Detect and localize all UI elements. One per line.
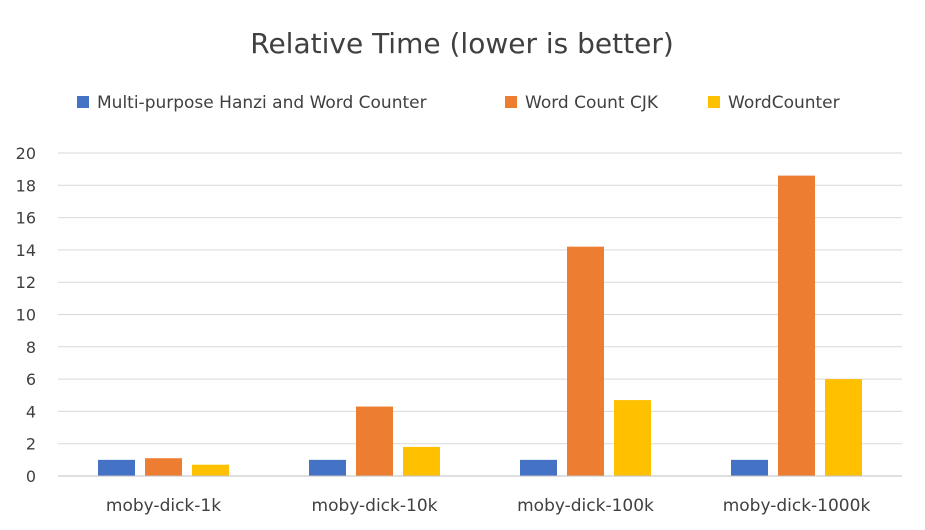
legend: Multi-purpose Hanzi and Word Counter Word… bbox=[77, 93, 840, 113]
legend-label: Word Count CJK bbox=[525, 93, 659, 113]
y-tick-label: 10 bbox=[16, 306, 36, 325]
y-tick-label: 12 bbox=[16, 273, 36, 292]
bars bbox=[98, 175, 862, 477]
legend-swatch bbox=[77, 96, 89, 108]
bar-1-moby-dick-1000k bbox=[731, 459, 768, 476]
legend-label: Multi-purpose Hanzi and Word Counter bbox=[97, 93, 427, 113]
y-tick-label: 18 bbox=[16, 176, 36, 195]
gridlines bbox=[58, 152, 902, 445]
y-tick-label: 20 bbox=[16, 144, 36, 163]
x-category-label: moby-dick-1000k bbox=[723, 496, 871, 516]
chart-title: Relative Time (lower is better) bbox=[250, 27, 674, 60]
y-tick-label: 16 bbox=[16, 209, 36, 228]
y-tick-label: 14 bbox=[16, 241, 36, 260]
y-tick-label: 6 bbox=[26, 370, 36, 389]
x-category-label: moby-dick-1k bbox=[106, 496, 221, 516]
y-tick-label: 2 bbox=[26, 435, 36, 454]
y-tick-label: 0 bbox=[26, 467, 36, 486]
bar-3-moby-dick-100k bbox=[614, 400, 651, 476]
bar-1-moby-dick-100k bbox=[520, 459, 557, 476]
bar-2-moby-dick-100k bbox=[567, 246, 604, 476]
bar-1-moby-dick-10k bbox=[309, 459, 346, 476]
bar-3-moby-dick-1k bbox=[192, 464, 229, 476]
legend-swatch bbox=[505, 96, 517, 108]
bar-1-moby-dick-1k bbox=[98, 459, 135, 476]
bar-2-moby-dick-1000k bbox=[778, 175, 815, 477]
legend-swatch bbox=[708, 96, 720, 108]
x-axis-categories: moby-dick-1k moby-dick-10k moby-dick-100k m… bbox=[106, 496, 871, 516]
x-category-label: moby-dick-100k bbox=[517, 496, 654, 516]
bar-2-moby-dick-10k bbox=[356, 406, 393, 476]
bar-3-moby-dick-1000k bbox=[825, 379, 862, 476]
bar-3-moby-dick-10k bbox=[403, 446, 440, 476]
y-tick-label: 4 bbox=[26, 402, 36, 421]
legend-label: WordCounter bbox=[728, 93, 840, 113]
y-axis-ticks: 0 2 4 6 8 10 12 14 16 18 20 bbox=[16, 144, 36, 486]
bar-2-moby-dick-1k bbox=[145, 458, 182, 476]
x-category-label: moby-dick-10k bbox=[312, 496, 438, 516]
y-tick-label: 8 bbox=[26, 338, 36, 357]
